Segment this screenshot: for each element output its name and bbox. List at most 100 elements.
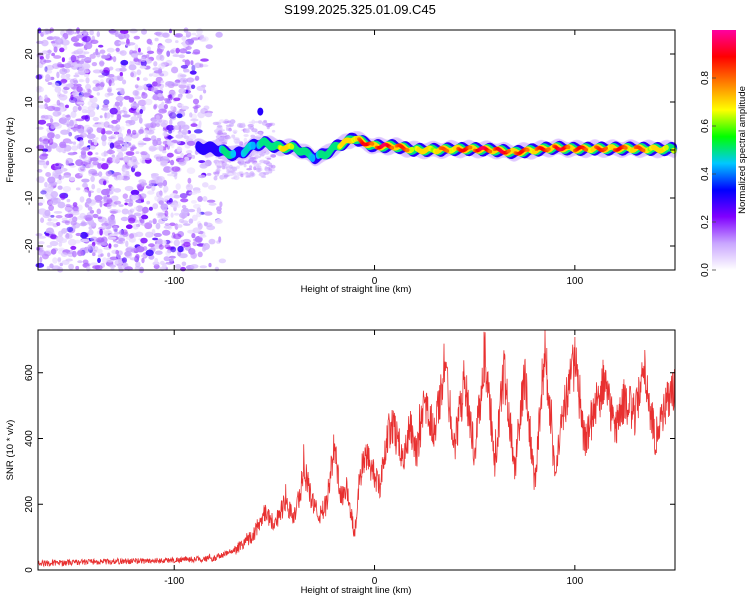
noise-blob [170, 202, 179, 208]
noise-blob [86, 197, 92, 204]
noise-blob [121, 229, 128, 236]
snr-series-line [37, 329, 676, 568]
isolated-blob [257, 107, 264, 116]
noise-blob [166, 152, 174, 158]
noise-blob [202, 242, 210, 250]
noise-blob [59, 83, 68, 87]
noise-blob [166, 200, 172, 205]
noise-blob [68, 97, 78, 103]
noise-blob [74, 239, 81, 244]
noise-blob [154, 37, 159, 42]
noise-blob [46, 221, 55, 226]
noise-blob [59, 47, 65, 53]
noise-blob [191, 233, 196, 239]
noise-blob [64, 77, 71, 81]
noise-blob [51, 82, 60, 88]
noise-blob [86, 265, 91, 272]
snr-panel: -100 0 100 0 200 400 600 Height of straight li… [5, 329, 676, 596]
noise-blob [132, 50, 138, 54]
noise-blob [165, 261, 174, 265]
noise-blob [48, 138, 54, 146]
noise-blob [113, 188, 122, 193]
noise-blob [199, 234, 207, 238]
noise-blob [270, 164, 276, 169]
noise-blob [95, 200, 102, 203]
noise-blob [76, 96, 83, 102]
noise-blob [180, 64, 189, 69]
ridge-blob [546, 147, 551, 151]
noise-blob [49, 240, 59, 247]
noise-blob [152, 139, 158, 147]
noise-blob [44, 181, 48, 188]
noise-blob [102, 196, 108, 200]
noise-blob [45, 172, 51, 177]
noise-blob [142, 137, 152, 142]
noise-blob [108, 66, 114, 71]
noise-blob [97, 248, 103, 254]
ridge-blob [468, 145, 473, 150]
noise-blob [109, 264, 116, 268]
noise-blob [197, 196, 203, 202]
noise-blob [170, 49, 175, 54]
noise-blob [44, 66, 48, 72]
noise-blob [111, 119, 118, 124]
noise-blob [57, 185, 63, 190]
noise-blob [176, 145, 182, 153]
noise-blob [174, 223, 179, 230]
noise-blob [190, 200, 197, 204]
noise-blob [91, 62, 98, 67]
noise-blob [156, 238, 163, 245]
noise-blob [190, 264, 199, 269]
noise-blob [110, 82, 116, 86]
ridge-blob [390, 146, 395, 150]
noise-blob [216, 125, 223, 128]
noise-blob [90, 236, 98, 242]
noise-blob [113, 200, 122, 205]
noise-blob [80, 238, 90, 243]
noise-blob [45, 69, 53, 74]
x-tick-label: -100 [164, 276, 184, 287]
noise-blob [81, 178, 90, 183]
noise-blob [105, 130, 113, 135]
y-tick-label: 0 [24, 147, 35, 153]
noise-blob [153, 103, 158, 108]
noise-blob [58, 247, 65, 251]
noise-blob [110, 236, 117, 240]
noise-blob [99, 228, 103, 236]
noise-blob [125, 151, 135, 156]
noise-blob [154, 257, 159, 263]
noise-blob [89, 29, 94, 36]
noise-blob [157, 44, 165, 49]
noise-blob [78, 128, 85, 134]
noise-blob [111, 195, 119, 201]
noise-blob [98, 44, 104, 48]
noise-blob [134, 84, 139, 89]
noise-blob [36, 126, 44, 130]
noise-blob [50, 214, 55, 218]
noise-blob [190, 60, 194, 66]
noise-blob [114, 129, 119, 135]
noise-blob [141, 214, 149, 220]
ridge-blob [370, 142, 375, 146]
noise-blob [137, 47, 141, 53]
noise-blob [244, 128, 250, 133]
noise-blob [181, 208, 190, 216]
noise-blob [253, 166, 257, 171]
noise-blob [261, 175, 266, 179]
noise-blob [37, 159, 45, 163]
ridge-blob [250, 141, 256, 150]
noise-blob [156, 48, 163, 55]
noise-blob [37, 241, 45, 245]
noise-blob [190, 123, 198, 127]
noise-blob [193, 129, 203, 134]
noise-blob [104, 246, 110, 250]
noise-blob [83, 73, 90, 78]
noise-blob [106, 203, 112, 209]
noise-blob [183, 135, 190, 140]
noise-blob [77, 250, 84, 257]
noise-blob [64, 220, 70, 226]
noise-blob [201, 84, 207, 88]
noise-blob [54, 134, 61, 139]
noise-blob [97, 216, 103, 220]
noise-blob [103, 180, 107, 186]
